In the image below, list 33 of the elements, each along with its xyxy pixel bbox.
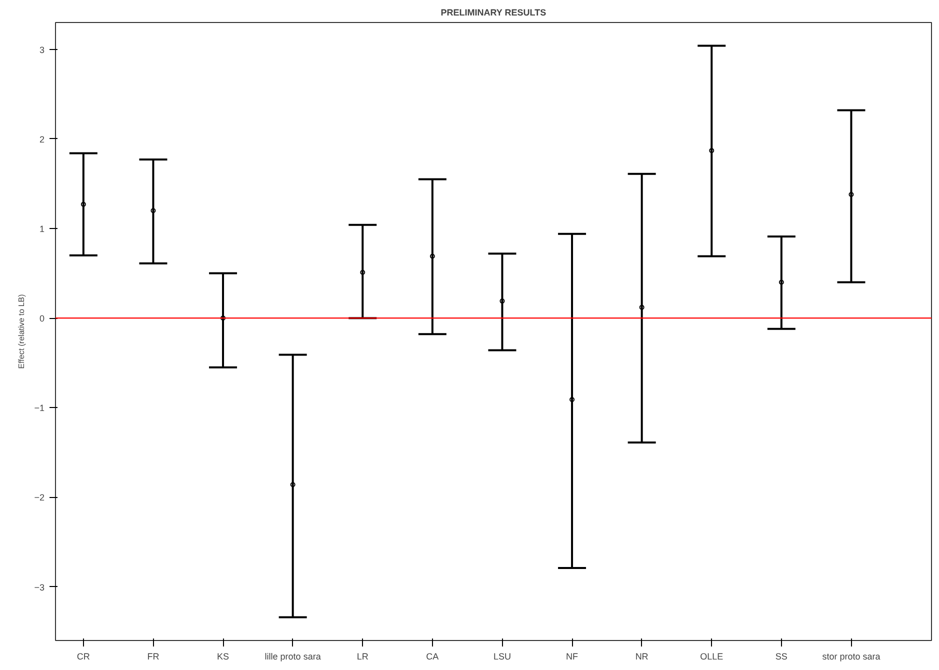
x-tick-label: CA <box>426 652 439 662</box>
x-tick-label: LSU <box>493 652 511 662</box>
point <box>150 208 156 214</box>
x-tick-label: NR <box>635 652 649 662</box>
x-tick-label: FR <box>147 652 160 662</box>
y-tick-label: 1 <box>39 224 45 234</box>
y-axis-title: Effect (relative to LB) <box>17 294 26 369</box>
point <box>500 298 505 304</box>
point <box>709 148 714 154</box>
y-tick-label: −2 <box>34 492 45 503</box>
point <box>290 482 296 488</box>
y-tick-label: −3 <box>34 582 45 592</box>
x-tick-label: KS <box>217 652 230 662</box>
x-tick-label: CR <box>76 652 90 662</box>
point <box>360 270 366 275</box>
x-tick-label: SS <box>775 652 788 662</box>
y-tick-label: 3 <box>39 44 45 55</box>
x-tick-label: OLLE <box>700 652 724 662</box>
y-tick-label: −1 <box>34 403 45 414</box>
y-tick-label: 2 <box>39 134 45 144</box>
point <box>220 316 226 321</box>
point <box>639 304 644 310</box>
y-tick-label: 0 <box>39 314 45 324</box>
x-tick-label: NF <box>566 652 579 662</box>
point <box>778 280 784 285</box>
x-tick-label: LR <box>356 652 369 662</box>
point <box>848 192 854 197</box>
point <box>570 397 575 402</box>
point <box>80 202 86 207</box>
x-tick-label: stor proto sara <box>822 652 880 662</box>
x-tick-label: lille proto sara <box>264 652 321 662</box>
chart-title: PRELIMINARY RESULTS <box>440 8 546 18</box>
point <box>430 254 435 259</box>
